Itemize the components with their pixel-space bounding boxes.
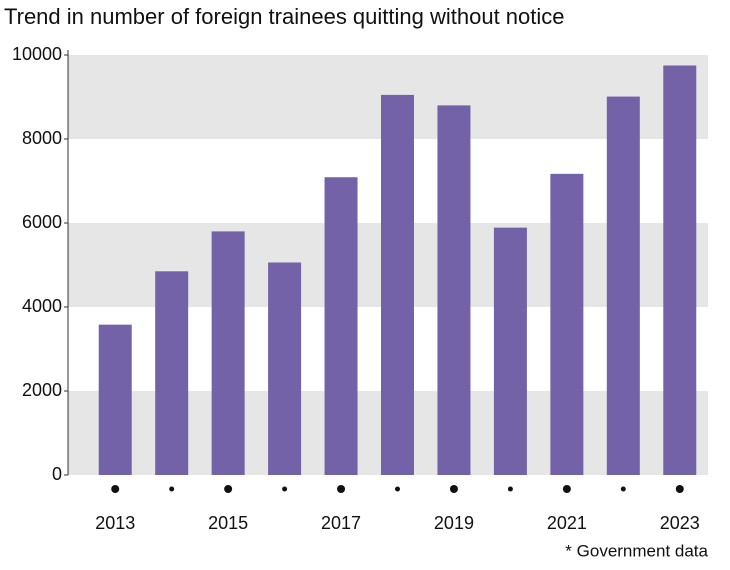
y-tick-label: 10000 — [12, 44, 62, 64]
source-note: * Government data — [565, 541, 708, 560]
bar — [606, 96, 640, 475]
x-tick-dot — [224, 485, 233, 493]
x-tick-dot — [337, 485, 346, 493]
chart-title: Trend in number of foreign trainees quit… — [4, 4, 565, 29]
x-tick-dot — [507, 486, 513, 492]
y-tick-label: 8000 — [22, 128, 62, 148]
x-tick-dot — [169, 486, 175, 492]
bar — [493, 227, 527, 475]
bar — [211, 231, 245, 475]
x-tick-dot — [111, 485, 120, 493]
x-tick-dot — [395, 486, 400, 492]
bar — [550, 173, 584, 476]
x-tick-dot — [562, 485, 571, 493]
bar — [155, 271, 189, 475]
bar — [381, 94, 414, 476]
bar — [437, 105, 471, 476]
x-tick-label: 2019 — [434, 513, 474, 533]
x-tick-dot — [620, 486, 626, 492]
bar — [268, 262, 302, 475]
x-tick-label: 2015 — [208, 513, 248, 533]
x-tick-label: 2021 — [547, 513, 587, 533]
x-tick-dot — [449, 485, 458, 493]
x-tick-label: 2013 — [95, 513, 135, 533]
x-tick-label: 2017 — [321, 513, 361, 533]
x-tick-dot — [282, 486, 288, 492]
bar — [663, 65, 697, 475]
y-tick-label: 6000 — [22, 212, 62, 232]
x-tick-label: 2023 — [660, 513, 700, 533]
bar — [324, 177, 358, 475]
x-tick-dot — [675, 485, 684, 493]
y-tick-label: 4000 — [22, 296, 62, 316]
y-tick-label: 0 — [52, 464, 62, 484]
y-tick-label: 2000 — [22, 380, 62, 400]
bar — [98, 324, 132, 475]
